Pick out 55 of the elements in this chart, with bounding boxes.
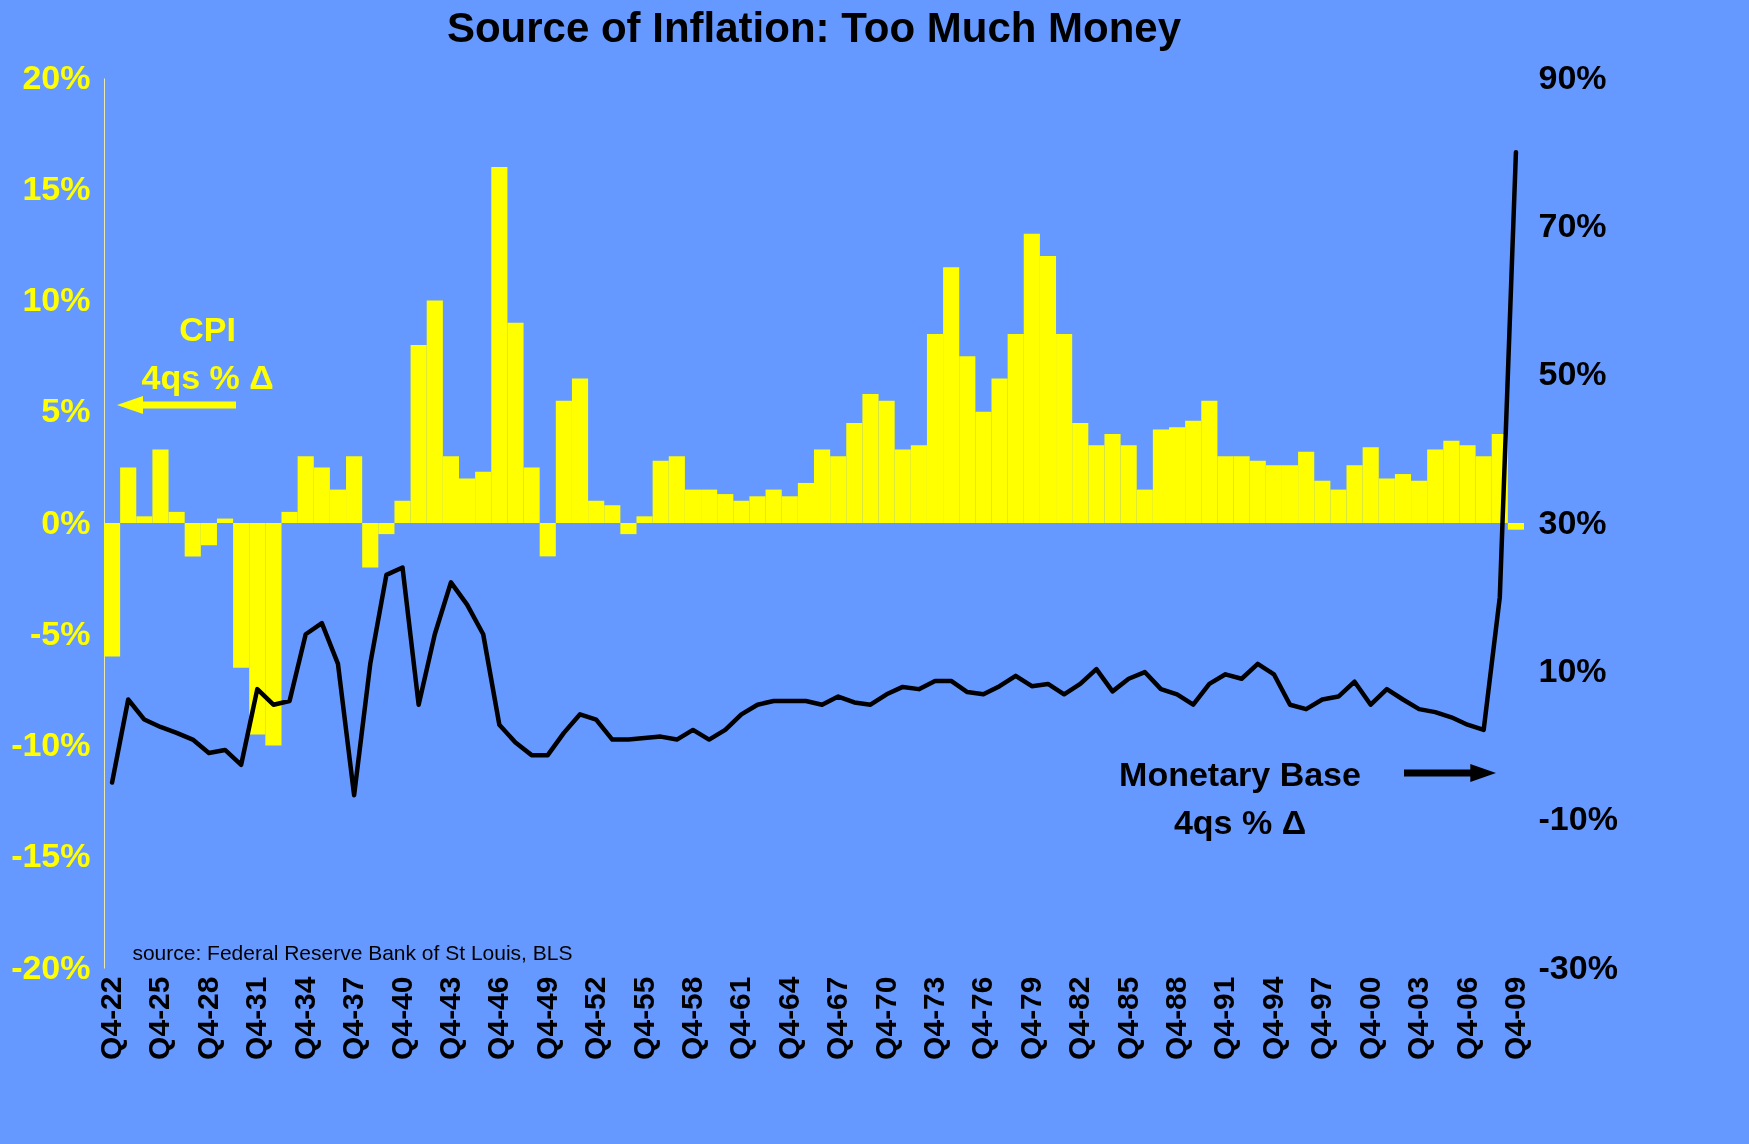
annotation: source: Federal Reserve Bank of St Louis, BLS <box>132 941 573 964</box>
x-tick-label: Q4-64 <box>771 976 805 1060</box>
bar <box>1507 523 1524 530</box>
y2-tick-label: -10% <box>1538 799 1618 838</box>
x-tick-label: Q4-52 <box>578 976 612 1060</box>
y2-tick-label: 30% <box>1538 502 1607 541</box>
y-tick-label: -15% <box>11 836 91 875</box>
x-tick-label: Q4-49 <box>529 976 563 1060</box>
x-tick-label: Q4-58 <box>674 976 708 1060</box>
y-tick-label: -10% <box>11 725 91 763</box>
x-tick-label: Q4-34 <box>287 976 321 1060</box>
x-tick-label: Q4-88 <box>1159 976 1193 1060</box>
y-tick-label: 0% <box>41 502 91 541</box>
y-tick-label: 10% <box>22 280 91 318</box>
x-tick-label: Q4-43 <box>432 976 466 1060</box>
x-tick-label: Q4-70 <box>868 976 902 1060</box>
x-tick-label: Q4-00 <box>1352 976 1386 1060</box>
x-tick-label: Q4-31 <box>239 976 273 1060</box>
bar <box>104 523 121 657</box>
x-tick-label: Q4-22 <box>94 976 128 1060</box>
x-tick-label: Q4-91 <box>1207 976 1241 1060</box>
x-tick-label: Q4-37 <box>336 976 370 1060</box>
x-tick-label: Q4-73 <box>917 976 951 1060</box>
x-tick-label: Q4-85 <box>1110 976 1144 1060</box>
bar <box>539 523 556 557</box>
bar <box>620 523 637 535</box>
y2-tick-label: -30% <box>1538 947 1618 986</box>
y2-tick-label: 10% <box>1538 650 1607 689</box>
x-tick-label: Q4-55 <box>626 976 660 1060</box>
x-tick-label: Q4-06 <box>1449 976 1483 1060</box>
x-tick-label: Q4-40 <box>384 976 418 1060</box>
y-tick-label: -20% <box>11 947 91 986</box>
y2-tick-label: 50% <box>1538 354 1607 393</box>
x-tick-label: Q4-79 <box>1013 976 1047 1060</box>
x-tick-label: Q4-09 <box>1497 976 1531 1060</box>
x-tick-label: Q4-61 <box>723 976 757 1060</box>
chart-title: Source of Inflation: Too Much Money <box>446 4 1182 51</box>
x-tick-label: Q4-25 <box>142 976 176 1060</box>
legend-label: Monetary Base 4qs % Δ <box>1119 754 1361 841</box>
line-series <box>109 149 1519 798</box>
y2-tick-label: 70% <box>1538 205 1607 244</box>
x-tick-label: Q4-46 <box>481 976 515 1060</box>
x-tick-label: Q4-28 <box>190 976 224 1060</box>
x-tick-label: Q4-82 <box>1062 976 1096 1060</box>
x-tick-label: Q4-76 <box>965 976 999 1060</box>
y-tick-label: -5% <box>30 613 91 652</box>
y-tick-label: 5% <box>41 391 91 430</box>
series-label: CPI 4qs % Δ <box>141 309 274 396</box>
y-tick-label: 15% <box>22 168 91 207</box>
x-tick-label: Q4-03 <box>1401 976 1435 1060</box>
x-tick-label: Q4-97 <box>1304 976 1338 1060</box>
x-tick-label: Q4-67 <box>820 976 854 1060</box>
x-tick-label: Q4-94 <box>1255 976 1289 1060</box>
y2-tick-label: 90% <box>1538 57 1607 96</box>
y-tick-label: 20% <box>22 57 91 96</box>
